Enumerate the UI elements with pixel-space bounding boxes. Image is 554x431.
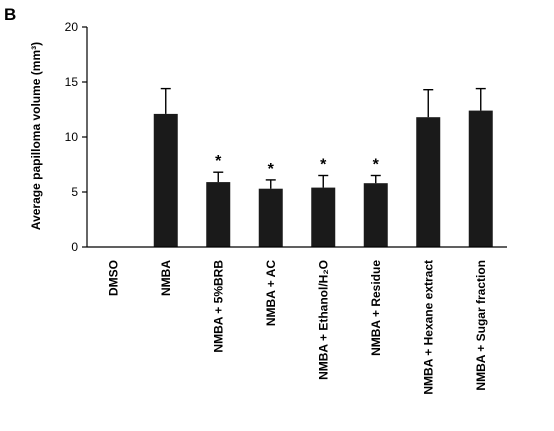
bar <box>468 110 493 247</box>
x-category-label: NMBA + AC <box>264 260 278 326</box>
significance-marker: * <box>215 153 222 170</box>
significance-marker: * <box>268 161 275 178</box>
x-category-label: NMBA + Sugar fraction <box>474 260 488 391</box>
x-category-label: DMSO <box>106 260 120 296</box>
y-axis-label: Average papilloma volume (mm³) <box>29 42 43 230</box>
bar <box>363 183 388 247</box>
x-category-label: NMBA + Hexane extract <box>421 260 435 395</box>
bars: * * * * <box>153 87 493 248</box>
significance-marker: * <box>320 157 327 174</box>
y-tick-label: 20 <box>65 20 79 34</box>
x-category-label: NMBA + Residue <box>369 260 383 356</box>
y-tick-label: 5 <box>71 185 78 199</box>
y-tick-label: 10 <box>65 130 79 144</box>
bar <box>153 113 178 248</box>
bar <box>206 182 231 247</box>
panel-label: B <box>4 5 16 24</box>
category-labels: DMSO NMBA NMBA + 5%BRB NMBA + AC NMBA + Etha… <box>106 260 488 395</box>
x-category-label: NMBA <box>159 260 173 296</box>
y-tick-label: 0 <box>71 240 78 254</box>
bar <box>311 187 336 247</box>
significance-marker: * <box>373 157 380 174</box>
y-axis-ticks: 0 5 10 15 20 <box>65 20 87 254</box>
x-category-label: NMBA + 5%BRB <box>211 260 225 353</box>
x-category-label: NMBA + Ethanol/H₂O <box>316 260 330 380</box>
bar <box>416 117 441 247</box>
bar <box>258 188 283 247</box>
y-tick-label: 15 <box>65 75 79 89</box>
